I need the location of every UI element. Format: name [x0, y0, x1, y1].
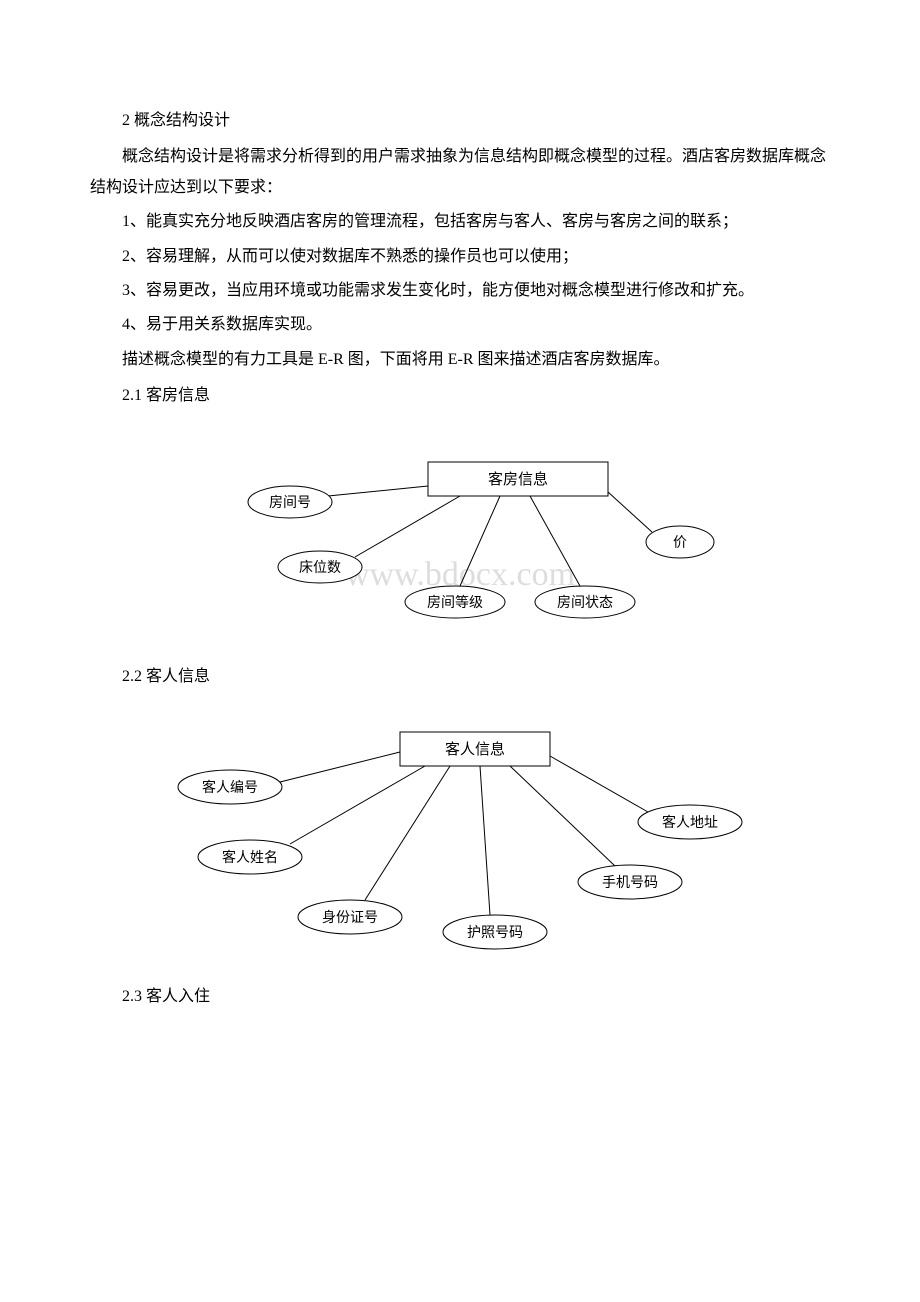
svg-text:客人编号: 客人编号 — [202, 779, 258, 796]
paragraph-er: 描述概念模型的有力工具是 E-R 图，下面将用 E-R 图来描述酒店客房数据库。 — [90, 345, 830, 375]
svg-text:手机号码: 手机号码 — [602, 875, 658, 891]
er-diagram-room: www.bdocx.com客房信息房间号床位数房间等级房间状态价 — [90, 452, 830, 632]
er-diagram-room-svg: www.bdocx.com客房信息房间号床位数房间等级房间状态价 — [200, 452, 720, 632]
list-item-3: 3、容易更改，当应用环境或功能需求发生变化时，能方便地对概念模型进行修改和扩充。 — [90, 276, 830, 306]
er-diagram-guest-svg: 客人信息客人编号客人姓名身份证号护照号码 手机号码 客人地址 — [140, 722, 780, 952]
svg-text:身份证号: 身份证号 — [322, 910, 378, 926]
svg-text:客人姓名: 客人姓名 — [222, 849, 278, 866]
list-item-2: 2、容易理解，从而可以使对数据库不熟悉的操作员也可以使用； — [90, 242, 830, 272]
heading-2-2: 2.2 客人信息 — [90, 662, 830, 692]
svg-text:房间等级: 房间等级 — [427, 594, 483, 611]
svg-text:房间号: 房间号 — [269, 495, 311, 511]
svg-text:客房信息: 客房信息 — [488, 471, 548, 488]
list-item-4: 4、易于用关系数据库实现。 — [90, 310, 830, 340]
heading-2-3: 2.3 客人入住 — [90, 982, 830, 1012]
svg-text:客人信息: 客人信息 — [445, 741, 505, 758]
er-diagram-guest: 客人信息客人编号客人姓名身份证号护照号码 手机号码 客人地址 — [90, 722, 830, 952]
svg-text:房间状态: 房间状态 — [557, 595, 613, 611]
list-item-1: 1、能真实充分地反映酒店客房的管理流程，包括客房与客人、客房与客房之间的联系； — [90, 207, 830, 237]
heading-2: 2 概念结构设计 — [90, 106, 830, 136]
svg-text:护照号码: 护照号码 — [467, 925, 523, 941]
svg-text:床位数: 床位数 — [299, 560, 341, 576]
svg-text:价: 价 — [673, 535, 687, 551]
svg-text:客人地址: 客人地址 — [662, 814, 718, 831]
paragraph-intro: 概念结构设计是将需求分析得到的用户需求抽象为信息结构即概念模型的过程。酒店客房数… — [90, 142, 830, 203]
heading-2-1: 2.1 客房信息 — [90, 381, 830, 411]
